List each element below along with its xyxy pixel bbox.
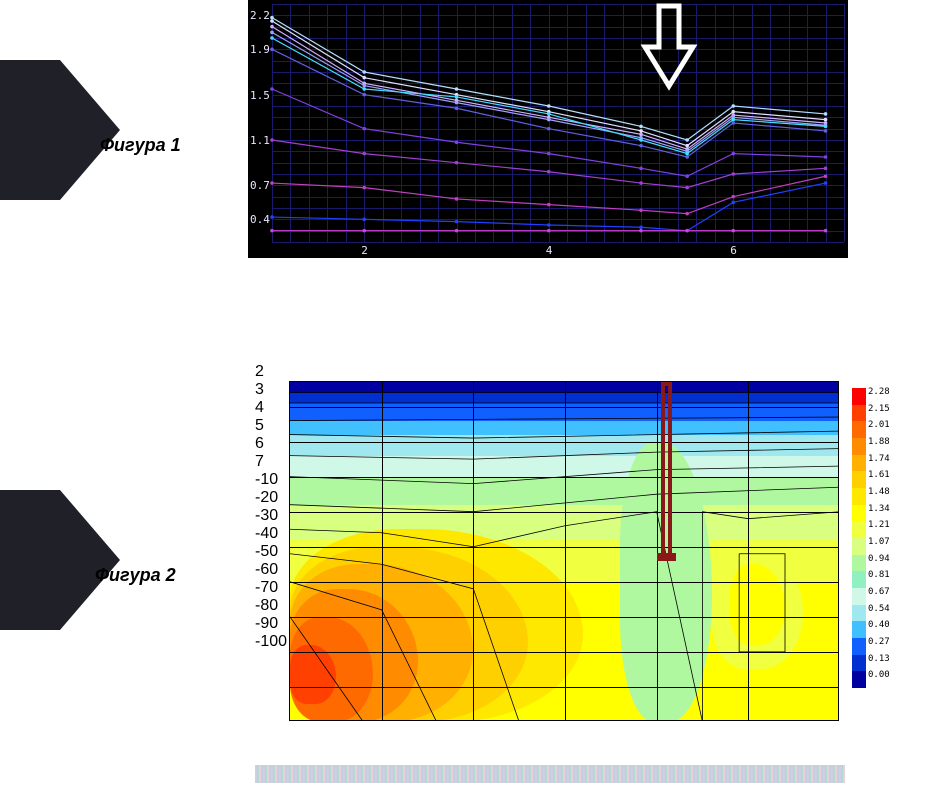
annotation-arrow-icon — [639, 2, 699, 92]
colorbar-swatch — [852, 621, 866, 638]
figure2-caption: Фигура 2 — [95, 565, 176, 586]
colorbar-swatch — [852, 505, 866, 522]
colorbar-label: 0.54 — [868, 604, 890, 614]
colorbar-label: 0.27 — [868, 637, 890, 647]
colorbar-label: 0.81 — [868, 570, 890, 580]
colorbar-swatch — [852, 571, 866, 588]
colorbar-swatch — [852, 555, 866, 572]
colorbar-label: 2.15 — [868, 404, 890, 414]
series-line — [272, 176, 826, 213]
figure2-pointer — [0, 490, 60, 630]
colorbar-label: 1.74 — [868, 454, 890, 464]
contour-line — [290, 617, 363, 721]
colorbar-label: 0.94 — [868, 554, 890, 564]
figure1-line-chart: 2.21.91.51.10.70.4246 — [248, 0, 848, 258]
colorbar-label: 2.01 — [868, 420, 890, 430]
colorbar-swatch — [852, 455, 866, 472]
contour-line — [290, 554, 519, 721]
series-line — [272, 89, 826, 176]
colorbar-swatch — [852, 405, 866, 422]
colorbar-label: 0.13 — [868, 654, 890, 664]
colorbar-label: 1.48 — [868, 487, 890, 497]
figure2-contour-chart: 234567-10-20-30-40-50-60-70-80-90-100 — [255, 363, 845, 723]
colorbar-swatch — [852, 655, 866, 672]
colorbar-swatch — [852, 438, 866, 455]
red-marker-base — [657, 553, 676, 561]
series-line — [272, 32, 826, 151]
red-marker — [661, 382, 672, 557]
colorbar-swatch — [852, 588, 866, 605]
colorbar-swatch — [852, 538, 866, 555]
colorbar-label: 1.61 — [868, 470, 890, 480]
noise-strip — [255, 765, 845, 783]
colorbar-swatch — [852, 521, 866, 538]
colorbar-swatch — [852, 638, 866, 655]
series-line — [272, 27, 826, 149]
figure1-caption: Фигура 1 — [100, 135, 181, 156]
x-tick: 2 — [255, 363, 845, 381]
contour-line — [739, 554, 785, 652]
series-line — [272, 38, 826, 154]
series-line — [272, 140, 826, 188]
colorbar-label: 1.07 — [868, 537, 890, 547]
colorbar-swatch — [852, 471, 866, 488]
colorbar-swatch — [852, 388, 866, 405]
colorbar-swatch — [852, 421, 866, 438]
colorbar-label: 0.40 — [868, 620, 890, 630]
colorbar-swatch — [852, 488, 866, 505]
series-line — [272, 18, 826, 140]
colorbar-label: 0.67 — [868, 587, 890, 597]
colorbar-swatch — [852, 605, 866, 622]
series-line — [272, 49, 826, 157]
colorbar-label: 1.34 — [868, 504, 890, 514]
colorbar-label: 0.00 — [868, 670, 890, 680]
colorbar-label: 1.21 — [868, 520, 890, 530]
figure1-pointer — [0, 60, 60, 200]
colorbar-label: 1.88 — [868, 437, 890, 447]
colorbar-swatch — [852, 671, 866, 688]
colorbar: 2.28 2.15 2.01 1.88 1.74 1.61 1.48 1.34 1.21 1.07… — [852, 388, 894, 688]
colorbar-label: 2.28 — [868, 387, 890, 397]
